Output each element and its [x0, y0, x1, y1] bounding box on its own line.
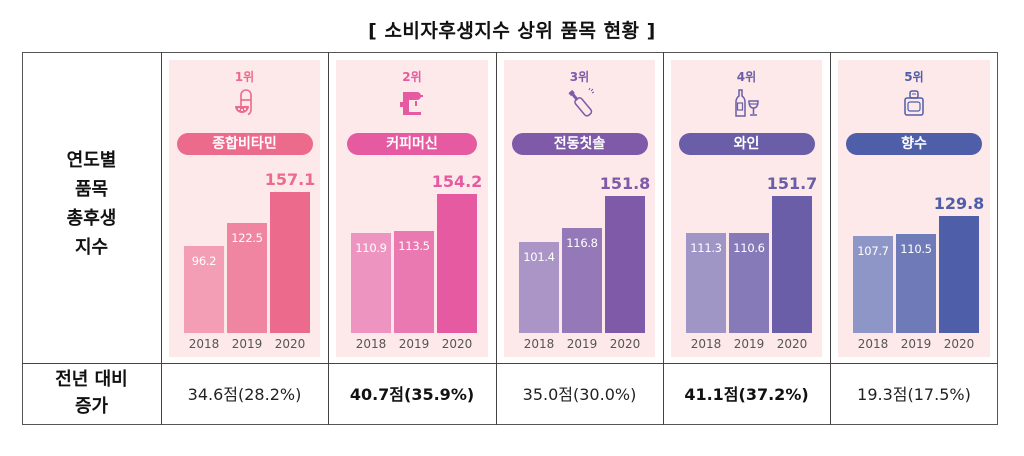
- bar-value-label: 151.8: [599, 174, 651, 193]
- bar-value-label: 129.8: [933, 194, 985, 213]
- x-tick-label: 2019: [733, 337, 765, 351]
- bar-value-label: 157.1: [264, 170, 316, 189]
- increase-value: 40.7점(35.9%): [349, 385, 475, 404]
- rank-label: 2위: [402, 70, 422, 84]
- increase-value: 41.1점(37.2%): [684, 385, 809, 404]
- x-tick-label: 2018: [188, 337, 220, 351]
- bar-value-label: 96.2: [191, 254, 217, 268]
- x-tick-label: 2020: [274, 337, 306, 351]
- item-name-badge: 향수: [846, 133, 982, 155]
- column-divider: [496, 52, 497, 425]
- bar: [437, 194, 477, 333]
- increase-value: 34.6점(28.2%): [187, 385, 302, 404]
- bar: 111.3: [686, 233, 726, 333]
- summary-table: [22, 52, 998, 425]
- bar-value-label: 110.6: [733, 241, 765, 255]
- column-divider: [830, 52, 831, 425]
- page-title: [ 소비자후생지수 상위 품목 현황 ]: [368, 20, 656, 42]
- x-tick-label: 2019: [231, 337, 263, 351]
- bar: 113.5: [394, 231, 434, 333]
- bar: 116.8: [562, 228, 602, 333]
- bar-value-label: 107.7: [857, 244, 889, 258]
- bar-value-label: 154.2: [431, 172, 483, 191]
- row-label-index: 연도별 품목 총후생 지수: [22, 146, 161, 262]
- row-label-line: 지수: [74, 237, 109, 258]
- electric-toothbrush-icon: [563, 87, 597, 118]
- bar: 110.9: [351, 233, 391, 333]
- column-divider: [161, 52, 162, 425]
- item-name-badge: 전동칫솔: [511, 133, 648, 155]
- bar-value-label: 122.5: [231, 231, 263, 245]
- bar: 107.7: [853, 236, 893, 333]
- x-tick-label: 2019: [900, 337, 932, 351]
- bar-value-label: 116.8: [566, 236, 598, 250]
- rank-label: 1위: [234, 70, 255, 84]
- x-tick-label: 2018: [690, 337, 722, 351]
- x-tick-label: 2020: [441, 337, 473, 351]
- x-tick-label: 2019: [566, 337, 598, 351]
- column-divider: [328, 52, 329, 425]
- row-label-line: 연도별: [66, 150, 117, 171]
- rank-label: 4위: [736, 70, 757, 84]
- bar-value-label: 101.4: [523, 250, 555, 264]
- bar: 110.5: [896, 234, 936, 333]
- bar-value-label: 110.5: [900, 242, 932, 256]
- x-tick-label: 2020: [776, 337, 808, 351]
- bar: 122.5: [227, 223, 267, 333]
- increase-value: 19.3점(17.5%): [857, 385, 971, 404]
- x-tick-label: 2018: [523, 337, 555, 351]
- bar: 96.2: [184, 246, 224, 333]
- bar-value-label: 111.3: [690, 241, 722, 255]
- bar: [270, 192, 310, 333]
- perfume-bottle-icon: [897, 88, 931, 118]
- bar-value-label: 110.9: [355, 241, 387, 255]
- item-name-badge: 커피머신: [347, 133, 477, 155]
- bar: [605, 196, 645, 333]
- row-label-line: 전년 대비: [55, 369, 128, 390]
- vitamin-capsule-icon: [228, 88, 262, 118]
- bar-value-label: 113.5: [398, 239, 430, 253]
- item-name-badge: 종합비타민: [176, 133, 313, 155]
- rank-label: 3위: [569, 70, 590, 84]
- row-label-increase: 전년 대비 증가: [22, 366, 161, 420]
- row-label-line: 총후생: [66, 208, 117, 229]
- row-label-line: 품목: [74, 179, 109, 200]
- x-tick-label: 2020: [609, 337, 641, 351]
- bar: 101.4: [519, 242, 559, 333]
- x-tick-label: 2018: [355, 337, 387, 351]
- increase-value: 35.0점(30.0%): [522, 385, 637, 404]
- row-label-line: 증가: [74, 396, 109, 417]
- wine-bottle-glass-icon: [730, 88, 764, 118]
- column-divider: [663, 52, 664, 425]
- row-divider: [22, 363, 998, 364]
- x-tick-label: 2020: [943, 337, 975, 351]
- bar: [939, 216, 979, 333]
- x-tick-label: 2019: [398, 337, 430, 351]
- bar: [772, 196, 812, 333]
- bar-value-label: 151.7: [766, 174, 818, 193]
- bar: 110.6: [729, 233, 769, 333]
- coffee-machine-icon: [395, 88, 429, 118]
- x-tick-label: 2018: [857, 337, 889, 351]
- rank-label: 5위: [904, 70, 924, 84]
- item-name-badge: 와인: [678, 133, 815, 155]
